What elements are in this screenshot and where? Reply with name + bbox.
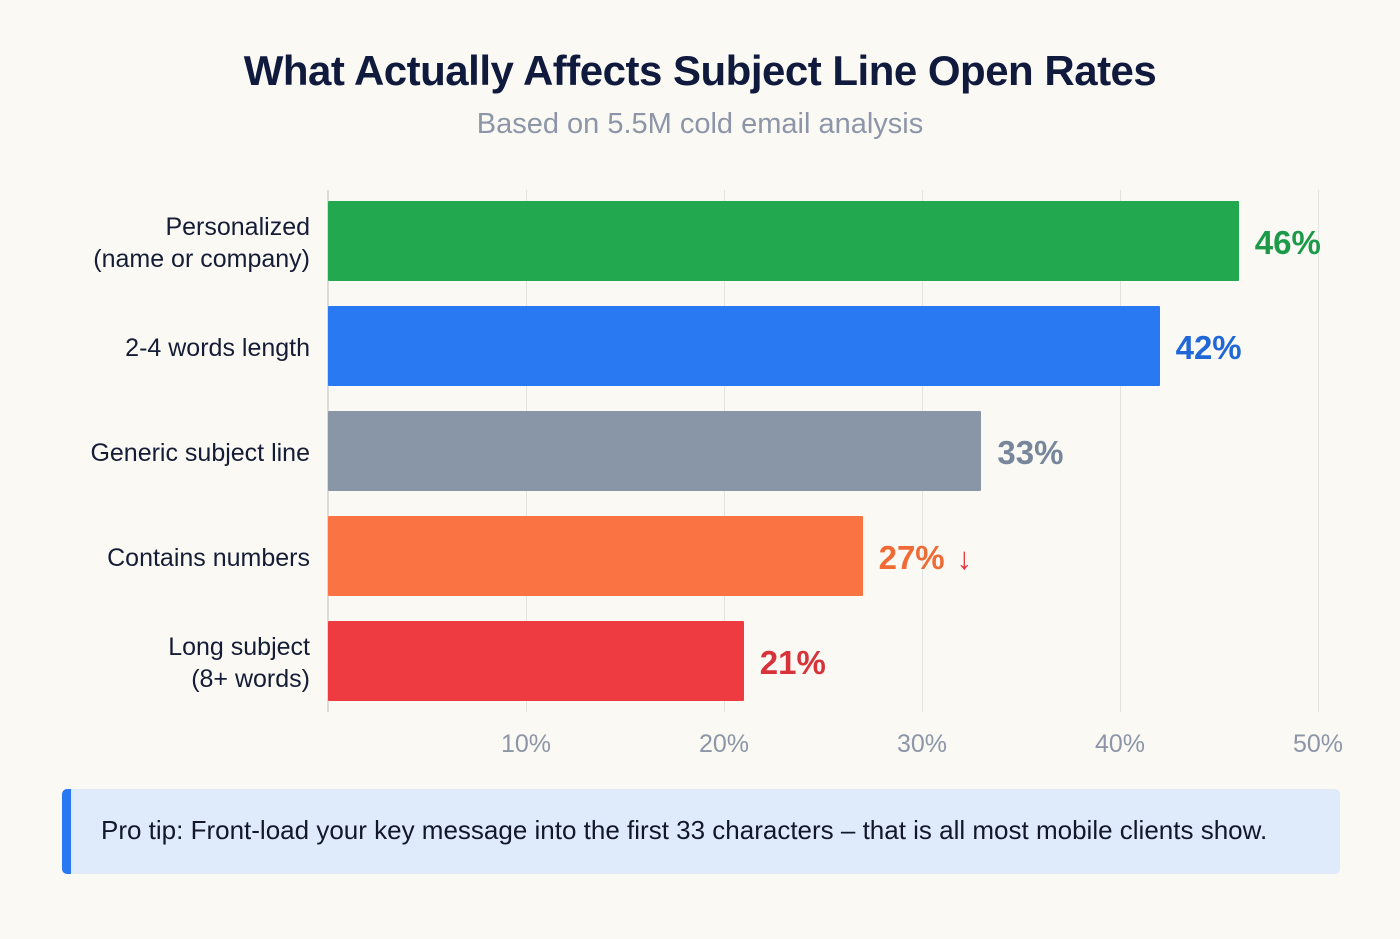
bar-category-label: Personalized (name or company) [93, 212, 310, 273]
bar-value-text: 33% [997, 433, 1064, 471]
x-axis-tick-label: 30% [896, 730, 948, 758]
x-axis-tick-label: 40% [1094, 730, 1146, 758]
bar-value-text: 21% [759, 643, 826, 681]
bar-row[interactable]: Generic subject line 33% [0, 400, 1400, 505]
chart-header: What Actually Affects Subject Line Open … [0, 0, 1400, 141]
bar-value-label: 21% [760, 644, 826, 682]
x-axis-tick-label: 10% [500, 730, 552, 758]
bar[interactable] [328, 306, 1160, 386]
bar-row[interactable]: Contains numbers 27% ↓ [0, 505, 1400, 610]
bar-category-label: 2-4 words length [125, 333, 310, 362]
pro-tip-text: Pro tip: Front-load your key message int… [101, 815, 1268, 845]
bar-value-text: 42% [1175, 328, 1242, 366]
x-axis: 10% 20% 30% 40% 50% [0, 712, 1400, 772]
bar-value-label: 42% [1176, 329, 1242, 367]
bar-category-label: Generic subject line [90, 438, 310, 467]
bar[interactable] [328, 201, 1239, 281]
chart-subtitle: Based on 5.5M cold email analysis [476, 108, 924, 141]
arrow-down-icon: ↓ [956, 540, 973, 576]
bar-category-label: Long subject (8+ words) [168, 632, 310, 693]
bar-category-label: Contains numbers [107, 543, 310, 572]
bar-value-label: 33% [997, 434, 1063, 472]
x-axis-tick-label: 50% [1292, 730, 1344, 758]
bar[interactable] [328, 516, 863, 596]
bar[interactable] [328, 411, 982, 491]
pro-tip-callout: Pro tip: Front-load your key message int… [62, 789, 1340, 874]
bar-value-label: 46% [1255, 224, 1321, 262]
page-title: What Actually Affects Subject Line Open … [243, 47, 1157, 94]
bar-row[interactable]: 2-4 words length 42% [0, 295, 1400, 400]
bar-value-text: 27% [878, 538, 945, 576]
bar[interactable] [328, 621, 744, 701]
bar-row[interactable]: Long subject (8+ words) 21% [0, 610, 1400, 715]
bar-row[interactable]: Personalized (name or company) 46% [0, 190, 1400, 295]
bar-chart: Personalized (name or company) 46% 2-4 wor… [0, 190, 1400, 758]
x-axis-tick-label: 20% [698, 730, 750, 758]
bar-rows: Personalized (name or company) 46% 2-4 wor… [0, 190, 1400, 715]
bar-value-label: 27% ↓ [879, 539, 973, 577]
bar-value-text: 46% [1254, 223, 1321, 261]
